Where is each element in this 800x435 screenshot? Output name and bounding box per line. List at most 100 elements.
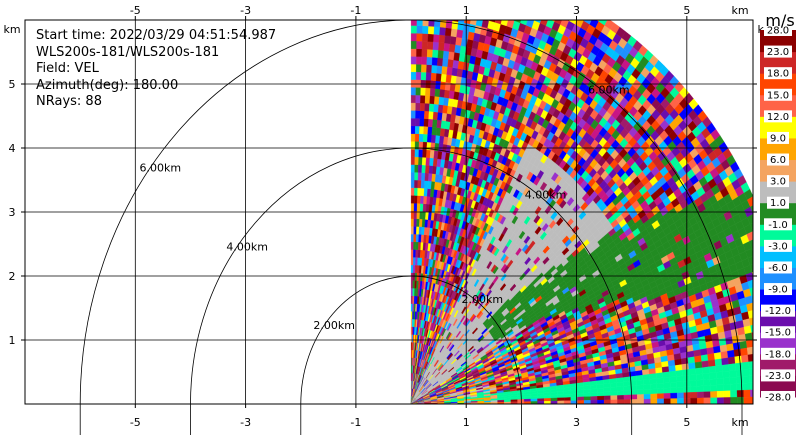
velocity-gate	[512, 20, 515, 21]
velocity-gate	[433, 34, 440, 43]
velocity-gate	[532, 20, 535, 21]
velocity-gate	[422, 20, 429, 27]
velocity-gate	[603, 383, 611, 389]
velocity-gate	[416, 48, 423, 57]
velocity-gate	[706, 347, 715, 355]
velocity-gate	[609, 382, 618, 388]
velocity-gate	[445, 20, 447, 21]
velocity-gate	[725, 336, 734, 345]
velocity-gate	[410, 79, 417, 88]
velocity-gate	[556, 391, 565, 396]
velocity-gate	[438, 34, 446, 44]
velocity-gate	[554, 0, 563, 7]
velocity-gate	[737, 326, 746, 336]
velocity-gate	[454, 0, 461, 6]
velocity-gate	[421, 172, 426, 181]
velocity-gate	[415, 79, 422, 88]
velocity-gate	[413, 226, 417, 235]
velocity-gate	[741, 354, 749, 363]
velocity-gate	[525, 1, 533, 11]
velocity-gate	[709, 378, 717, 386]
velocity-gate	[517, 6, 525, 16]
velocity-gate	[557, 7, 566, 17]
velocity-gate	[708, 359, 716, 367]
velocity-gate	[713, 345, 721, 354]
velocity-gate	[520, 20, 528, 26]
velocity-gate	[537, 395, 545, 399]
velocity-gate	[655, 367, 663, 374]
velocity-gate	[447, 5, 454, 14]
velocity-gate	[735, 362, 743, 371]
velocity-gate	[727, 356, 736, 365]
velocity-gate	[421, 157, 427, 166]
velocity-gate	[701, 360, 710, 368]
velocity-gate	[416, 218, 420, 227]
velocity-gate	[417, 187, 422, 196]
velocity-gate	[410, 233, 414, 242]
velocity-gate	[419, 125, 425, 135]
velocity-gate	[434, 88, 441, 97]
velocity-gate	[417, 0, 424, 3]
velocity-gate	[415, 241, 419, 250]
velocity-gate	[531, 3, 539, 13]
velocity-gate	[703, 379, 711, 386]
velocity-gate	[421, 48, 428, 58]
velocity-gate	[425, 87, 431, 96]
velocity-gate	[415, 110, 421, 119]
velocity-gate	[675, 369, 684, 377]
velocity-gate	[428, 25, 435, 35]
velocity-gate	[567, 20, 570, 22]
velocity-gate	[504, 2, 512, 11]
velocity-gate	[410, 249, 414, 258]
velocity-gate	[410, 218, 415, 227]
velocity-gate	[415, 118, 421, 127]
velocity-gate	[417, 195, 421, 204]
velocity-gate	[676, 375, 684, 383]
velocity-gate	[415, 94, 421, 104]
velocity-gate	[414, 133, 420, 142]
velocity-gate	[576, 385, 584, 391]
velocity-gate	[480, 0, 488, 4]
velocity-gate	[581, 3, 590, 14]
velocity-gate	[688, 362, 696, 370]
velocity-gate	[655, 372, 664, 379]
velocity-gate	[431, 64, 438, 74]
velocity-gate	[616, 390, 625, 396]
velocity-gate	[421, 164, 426, 174]
velocity-gate	[410, 241, 414, 250]
velocity-gate	[702, 372, 710, 380]
velocity-gate	[688, 368, 697, 376]
velocity-gate	[675, 364, 683, 372]
velocity-gate	[488, 20, 496, 23]
velocity-gate	[426, 56, 433, 66]
velocity-gate	[437, 57, 444, 67]
velocity-gate	[610, 391, 618, 396]
velocity-gate	[414, 172, 419, 181]
velocity-gate	[623, 381, 631, 387]
velocity-gate	[413, 218, 417, 227]
velocity-gate	[494, 20, 502, 25]
velocity-gate	[623, 390, 631, 396]
velocity-gate	[431, 57, 438, 66]
velocity-gate	[411, 2, 417, 10]
velocity-gate	[703, 385, 711, 393]
velocity-gate	[432, 111, 439, 120]
velocity-gate	[694, 355, 702, 363]
velocity-gate	[747, 310, 753, 319]
velocity-gate	[669, 381, 678, 389]
velocity-gate	[410, 203, 415, 212]
velocity-gate	[453, 6, 460, 15]
velocity-gate	[439, 26, 447, 36]
velocity-gate	[511, 4, 519, 14]
velocity-field	[410, 0, 761, 404]
velocity-gate	[642, 379, 651, 385]
velocity-gate	[423, 126, 429, 135]
velocity-gate	[410, 226, 414, 235]
velocity-gate	[721, 364, 730, 372]
velocity-gate	[413, 195, 418, 204]
velocity-gate	[754, 346, 761, 354]
velocity-gate	[426, 64, 433, 73]
velocity-gate	[610, 386, 618, 392]
velocity-gate	[539, 0, 548, 9]
velocity-gate	[736, 383, 744, 391]
